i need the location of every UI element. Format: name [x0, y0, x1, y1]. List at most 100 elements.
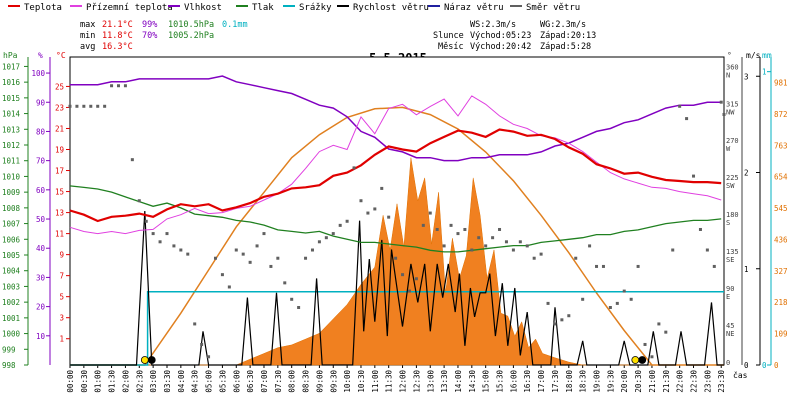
wind-direction-point	[560, 318, 564, 322]
dir-tick-label: E	[726, 293, 730, 301]
humidity-line	[70, 75, 722, 162]
x-tick-label: 03:00	[149, 370, 158, 393]
x-tick-label: 12:00	[399, 370, 408, 393]
axis-title-dir: °	[727, 51, 732, 60]
solar-tick-label: 763	[774, 141, 788, 150]
dir-tick-label: 45	[726, 322, 734, 330]
wind-direction-point	[144, 219, 148, 223]
stat-avg-temp: 16.3°C	[102, 42, 133, 52]
x-tick-label: 20:00	[620, 370, 629, 393]
dir-tick-label: 225	[726, 174, 739, 182]
wind-direction-point	[394, 256, 398, 260]
hpa-tick-label: 1014	[2, 110, 21, 119]
wind-direction-point	[207, 355, 211, 359]
dir-tick-label: 90	[726, 285, 734, 293]
wind-direction-point	[373, 207, 377, 211]
temp-tick-label: 15	[55, 188, 64, 197]
wind-direction-point	[151, 232, 155, 236]
stat-avg-label: avg	[80, 42, 95, 52]
wind-direction-point	[588, 244, 592, 248]
wind-direction-point	[449, 223, 453, 227]
wind-tick-label: 3	[744, 72, 749, 81]
x-tick-label: 01:30	[108, 370, 117, 393]
wind-direction-point	[255, 244, 259, 248]
wind-direction-point	[685, 117, 689, 121]
x-tick-label: 02:00	[121, 370, 130, 393]
hpa-tick-label: 1012	[2, 141, 20, 150]
wind-direction-point	[511, 248, 515, 252]
wind-direction-point	[407, 289, 411, 293]
temp-tick-label: 3	[59, 314, 64, 323]
wind-direction-point	[110, 84, 114, 88]
temp-tick-label: 25	[55, 82, 64, 91]
dir-tick-label: NW	[726, 108, 735, 116]
wind-direction-point	[283, 281, 287, 285]
wind-direction-point	[103, 104, 107, 108]
wind-direction-point	[137, 199, 141, 203]
temp-tick-label: 13	[55, 209, 64, 218]
hpa-tick-label: 1006	[2, 235, 21, 244]
legend-tlak: Tlak	[252, 3, 274, 13]
wind-direction-point	[89, 104, 93, 108]
x-tick-label: 16:00	[509, 370, 518, 393]
temp-tick-label: 17	[55, 167, 64, 176]
x-tick-label: 22:30	[690, 370, 699, 393]
wind-direction-point	[435, 227, 439, 231]
x-tick-label: 04:30	[191, 370, 200, 393]
wind-tick-label: 1	[744, 265, 749, 274]
hpa-tick-label: 1009	[2, 188, 20, 197]
x-tick-label: 10:00	[343, 370, 352, 393]
x-tick-label: 13:00	[426, 370, 435, 393]
wind-direction-point	[200, 342, 204, 346]
stat-min-temp: 11.8°C	[102, 31, 133, 41]
x-tick-label: 04:00	[177, 370, 186, 393]
x-axis: 00:00 00:30 01:00 01:30 02:00 02:30 03:00 03:30…	[66, 365, 726, 393]
wind-direction-point	[470, 248, 474, 252]
x-tick-label: 17:30	[551, 370, 560, 393]
astro-block: WS:2.3m/s WG:2.3m/s Slunce Východ:05:23 …	[433, 20, 596, 52]
wind-tick-label: 0	[744, 361, 749, 370]
wind-direction-point	[643, 342, 647, 346]
dir-tick-label: 0	[726, 359, 730, 367]
x-tick-label: 11:30	[385, 370, 394, 393]
pct-tick-label: 20	[36, 303, 46, 312]
wind-direction-point	[692, 174, 696, 178]
temp-tick-label: 19	[55, 146, 64, 155]
axis-title-hpa: hPa	[3, 51, 18, 60]
wind-direction-point	[220, 273, 224, 277]
wind-direction-point	[366, 211, 370, 215]
pct-tick-label: 90	[36, 98, 46, 107]
x-tick-label: 21:30	[662, 370, 671, 393]
dir-tick-label: W	[726, 145, 731, 153]
hpa-tick-label: 999	[2, 345, 16, 354]
wind-direction-point	[186, 252, 190, 256]
pct-tick-label: 50	[36, 215, 46, 224]
wind-direction-point	[615, 301, 619, 305]
moon-marker	[638, 356, 647, 364]
solar-tick-label: 436	[774, 235, 788, 244]
plot-area	[68, 75, 726, 366]
x-tick-label: 11:00	[371, 370, 380, 393]
wind-direction-point	[248, 260, 252, 264]
x-tick-label: 14:00	[454, 370, 463, 393]
wind-speed-line	[70, 210, 724, 366]
x-tick-label: 13:30	[440, 370, 449, 393]
legend-srazky: Srážky	[299, 3, 332, 13]
legend-vlhkost: Vlhkost	[184, 3, 222, 13]
wind-direction-point	[116, 84, 120, 88]
wind-direction-point	[678, 104, 682, 108]
dir-tick-label: 360	[726, 63, 739, 71]
axis-title-temp: °C	[56, 51, 66, 60]
wind-tick-label: 2	[744, 169, 749, 178]
solar-tick-label: 872	[774, 110, 788, 119]
wind-direction-point	[234, 248, 238, 252]
astro-moon-rise: Východ:20:42	[470, 42, 531, 52]
wind-direction-point	[664, 330, 668, 334]
hpa-tick-label: 1017	[2, 62, 20, 71]
legend-rychlost-vetru: Rychlost větru	[353, 3, 429, 13]
wind-direction-point	[96, 104, 100, 108]
wind-direction-point	[722, 112, 726, 116]
x-tick-label: 09:30	[329, 370, 338, 393]
wind-direction-point	[629, 297, 633, 301]
